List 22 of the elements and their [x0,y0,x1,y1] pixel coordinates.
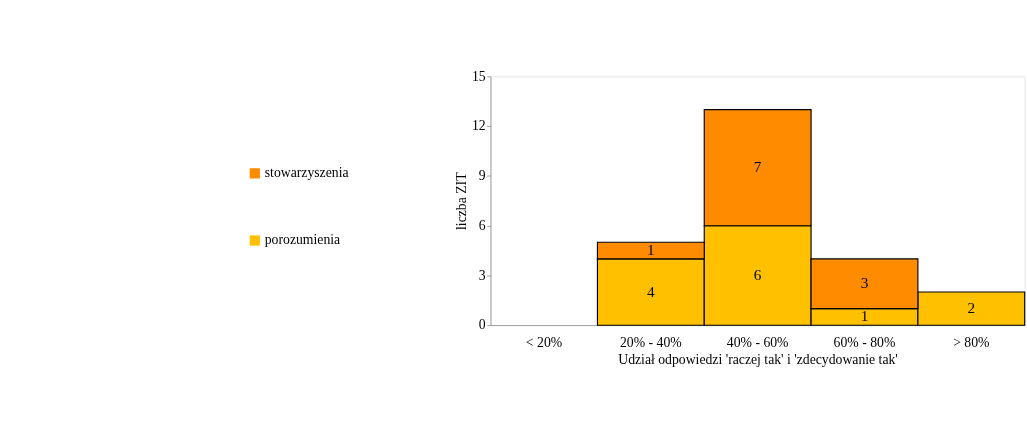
x-tick-label: 60% - 80% [833,334,896,350]
legend-label: stowarzyszenia [264,165,349,181]
x-axis-title: Udział odpowiedzi 'raczej tak' i 'zdecydowanie tak' [618,351,898,367]
data-label: 6 [753,266,762,284]
y-tick-label: 12 [471,118,486,134]
data-label: 2 [967,299,976,317]
y-tick-label: 0 [478,317,486,333]
y-tick-label: 3 [478,267,486,283]
data-label: 1 [647,241,655,259]
data-label: 1 [860,307,869,325]
x-tick-label: 40% - 60% [726,334,789,350]
x-tick-label: < 20% [525,334,563,350]
data-label: 4 [647,282,656,300]
y-axis-title: liczba ZIT [453,171,469,230]
y-tick-label: 15 [471,68,486,84]
data-label: 3 [860,274,869,292]
data-label: 7 [753,158,762,176]
legend-label: porozumienia [264,232,341,248]
x-tick-label: > 80% [953,334,990,350]
x-tick-label: 20% - 40% [619,334,682,350]
y-tick-label: 6 [478,217,486,233]
y-tick-label: 9 [478,168,486,184]
